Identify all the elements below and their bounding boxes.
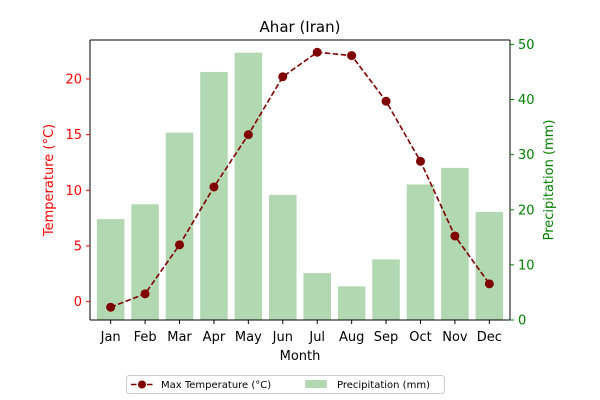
y-axis-right-label: Precipitation (mm) (542, 120, 557, 241)
legend-label-temperature: Max Temperature (°C) (161, 380, 271, 391)
precip-bar-dec (475, 211, 504, 320)
precip-bar-oct (406, 184, 435, 320)
temp-point-dec (484, 279, 494, 289)
temp-point-jan (106, 302, 116, 312)
legend-marker-swatch (138, 380, 146, 389)
x-tick-label-mar: Mar (167, 330, 192, 345)
x-tick-label-may: May (235, 330, 262, 345)
legend-label-precipitation: Precipitation (mm) (337, 380, 430, 391)
y-left-tick-label-15: 15 (65, 128, 82, 143)
precip-bar-jul (303, 273, 331, 320)
precip-bar-feb (131, 204, 159, 320)
precip-bar-aug (337, 286, 366, 320)
temp-point-apr (209, 182, 219, 192)
temp-point-oct (415, 156, 425, 166)
precip-bar-apr (200, 71, 228, 320)
temp-point-feb (140, 289, 150, 299)
y-right-tick-label-30: 30 (518, 148, 535, 163)
temp-point-nov (450, 231, 460, 241)
temperature-line (106, 47, 494, 312)
precip-bar-mar (165, 132, 194, 320)
y-left-tick-label-5: 5 (74, 239, 82, 254)
precipitation-bars (96, 52, 504, 321)
temperature-series-line (110, 51, 490, 308)
precip-bar-nov (441, 167, 469, 320)
y-right-tick-label-40: 40 (518, 93, 535, 108)
temp-point-jun (278, 72, 288, 82)
x-tick-label-feb: Feb (134, 330, 157, 345)
x-axis-label: Month (280, 349, 321, 364)
y-left-tick-label-0: 0 (74, 295, 82, 310)
y-axis-left-label: Temperature (°C) (42, 124, 57, 237)
y-right-tick-label-20: 20 (518, 203, 535, 218)
y-right-tick-label-10: 10 (518, 258, 535, 273)
x-tick-label-aug: Aug (339, 330, 364, 345)
temp-point-aug (347, 51, 357, 61)
x-tick-label-oct: Oct (409, 330, 431, 345)
legend: Max Temperature (°C) Precipitation (mm) (126, 375, 445, 394)
temp-point-mar (175, 240, 185, 250)
x-tick-label-jul: Jul (308, 330, 325, 345)
y-right-tick-label-0: 0 (518, 314, 526, 329)
temp-point-may (243, 130, 253, 140)
x-tick-label-nov: Nov (442, 330, 468, 345)
temp-point-sep (381, 96, 391, 106)
x-tick-label-jun: Jun (272, 330, 293, 345)
precip-bar-jun (269, 194, 297, 320)
chart-title: Ahar (Iran) (260, 18, 341, 36)
x-tick-label-sep: Sep (374, 330, 399, 345)
y-right-tick-label-50: 50 (518, 38, 535, 53)
temp-point-jul (312, 47, 322, 57)
axes: Jan Feb Mar Apr May Jun Jul Aug Sep Oct Nov Dec 0 5 10… (65, 38, 534, 345)
precip-bar-sep (372, 259, 400, 320)
legend-box (126, 375, 445, 394)
x-tick-label-dec: Dec (477, 330, 502, 345)
legend-bar-swatch (305, 380, 327, 388)
y-left-tick-label-10: 10 (65, 184, 82, 199)
y-left-tick-label-20: 20 (65, 72, 82, 87)
x-tick-label-apr: Apr (203, 330, 226, 345)
x-tick-label-jan: Jan (100, 330, 121, 345)
precip-bar-may (234, 52, 263, 321)
